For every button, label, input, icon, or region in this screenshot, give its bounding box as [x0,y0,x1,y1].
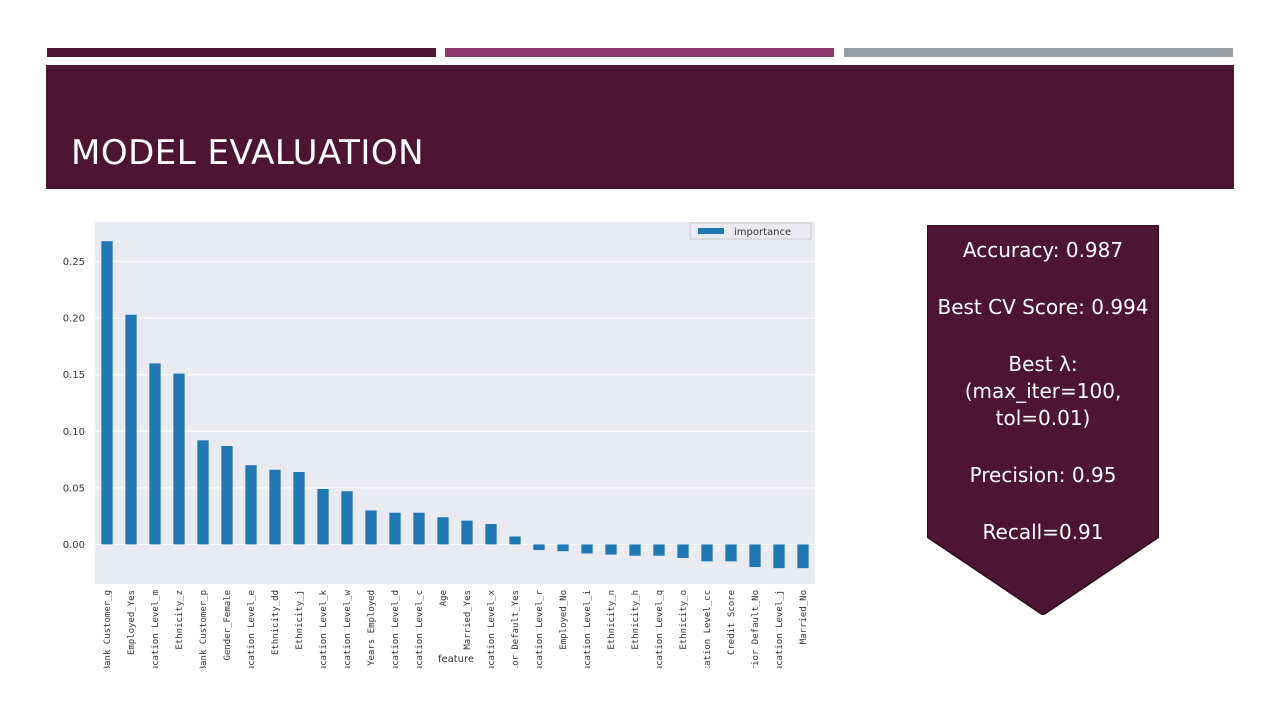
bar [125,314,137,545]
accent-bar-dark [47,48,436,57]
slide-title: MODEL EVALUATION [71,133,425,173]
x-tick-label: Prior Default_Yes [511,590,521,668]
precision-text: Precision: 0.95 [969,463,1117,487]
x-tick-label: Education Level_e [247,590,257,668]
metrics-text: Accuracy: 0.987 Best CV Score: 0.994 Bes… [927,237,1159,546]
bar [749,544,761,568]
bar [341,491,353,545]
bar [581,544,593,554]
x-tick-label: Education Level_w [343,589,353,668]
bar [773,544,785,569]
x-tick-label: Married_Yes [463,590,473,650]
best-lambda-line1: (max_iter=100, [964,379,1122,403]
bar [365,510,377,545]
y-tick-label: 0.15 [63,370,85,381]
title-band: MODEL EVALUATION [46,65,1234,189]
x-tick-label: Ethnicity_dd [271,590,281,655]
bar [389,512,401,545]
bar [629,544,641,556]
bar [173,373,185,545]
plot-background [95,222,815,584]
bar [221,445,233,545]
metrics-callout: Accuracy: 0.987 Best CV Score: 0.994 Bes… [927,225,1159,615]
x-tick-label: Bank Customer_p [199,590,209,668]
x-tick-label: Education Level_r [535,589,545,668]
y-tick-label: 0.05 [63,483,85,494]
x-tick-label: Years Employed [367,590,377,666]
bar [293,472,305,545]
x-tick-label: Married_No [799,590,809,644]
accent-bar-magenta [445,48,834,57]
x-tick-label: Gender_Female [223,590,233,660]
recall-text: Recall=0.91 [982,520,1104,544]
y-tick-label: 0.10 [63,427,85,438]
bar [149,363,161,545]
x-tick-label: Ethnicity_h [631,590,641,650]
bar [653,544,665,556]
x-tick-label: Education Level_j [775,590,785,668]
x-tick-label: Prior Default_No [751,590,761,668]
accent-bar-gray [844,48,1233,57]
bar [269,469,281,545]
bar [797,544,809,569]
legend-box [689,222,812,240]
legend-swatch [698,228,724,234]
x-tick-label: Education Level_cc [703,590,713,668]
legend: importance [689,222,812,240]
x-tick-label: Education Level_x [487,589,497,668]
x-tick-label: Ethnicity_n [607,590,617,650]
x-tick-label: Ethnicity_o [679,590,689,650]
x-tick-label: Education Level_i [583,590,593,668]
feature-importance-chart: 0.00 0.05 0.10 0.15 0.20 0.25 Bank Customer_g… [50,218,840,668]
bar [605,544,617,555]
y-tick-label: 0.20 [63,314,85,325]
x-tick-labels: Bank Customer_g Employed_Yes Education Lev… [103,589,809,668]
callout-polygon [927,225,1159,615]
x-tick-label: Age [439,590,449,606]
bar [485,524,497,545]
bar [533,544,545,551]
y-tick-labels: 0.00 0.05 0.10 0.15 0.20 0.25 [63,257,85,551]
bar [413,512,425,545]
bar [245,465,257,545]
x-tick-label: Ethnicity_z [175,590,185,650]
y-tick-label: 0.25 [63,257,85,268]
grid-lines [95,261,815,545]
x-tick-label: Education Level_k [319,589,329,668]
bar [557,544,569,552]
best-lambda-label: Best λ: [1008,352,1078,376]
best-lambda-line2: tol=0.01) [995,406,1091,430]
legend-label: importance [734,227,791,238]
bar [509,536,521,545]
bar [725,544,737,562]
bar [101,241,113,545]
x-tick-label: Education Level_c [415,590,425,668]
y-tick-label: 0.00 [63,540,85,551]
bar [677,544,689,558]
callout-shape [927,225,1159,615]
x-tick-label: Education Level_q [655,590,665,668]
bar [317,488,329,545]
chart-svg: 0.00 0.05 0.10 0.15 0.20 0.25 Bank Customer_g… [63,222,815,668]
x-tick-label: Ethnicity_j [295,590,305,650]
x-tick-label: Employed_No [559,590,569,650]
accuracy-text: Accuracy: 0.987 [962,238,1124,262]
x-tick-label: Education Level_d [391,590,401,668]
x-tick-label: Employed_Yes [127,590,137,655]
bar [197,440,209,545]
x-axis-label: feature [438,654,474,665]
best-cv-score-text: Best CV Score: 0.994 [937,295,1149,319]
bar [461,520,473,545]
x-tick-label: Credit Score [727,590,737,655]
bar [437,517,449,545]
x-tick-label: Education Level_m [151,590,161,668]
bars [101,241,809,569]
bar [701,544,713,562]
x-tick-label: Bank Customer_g [103,590,113,668]
